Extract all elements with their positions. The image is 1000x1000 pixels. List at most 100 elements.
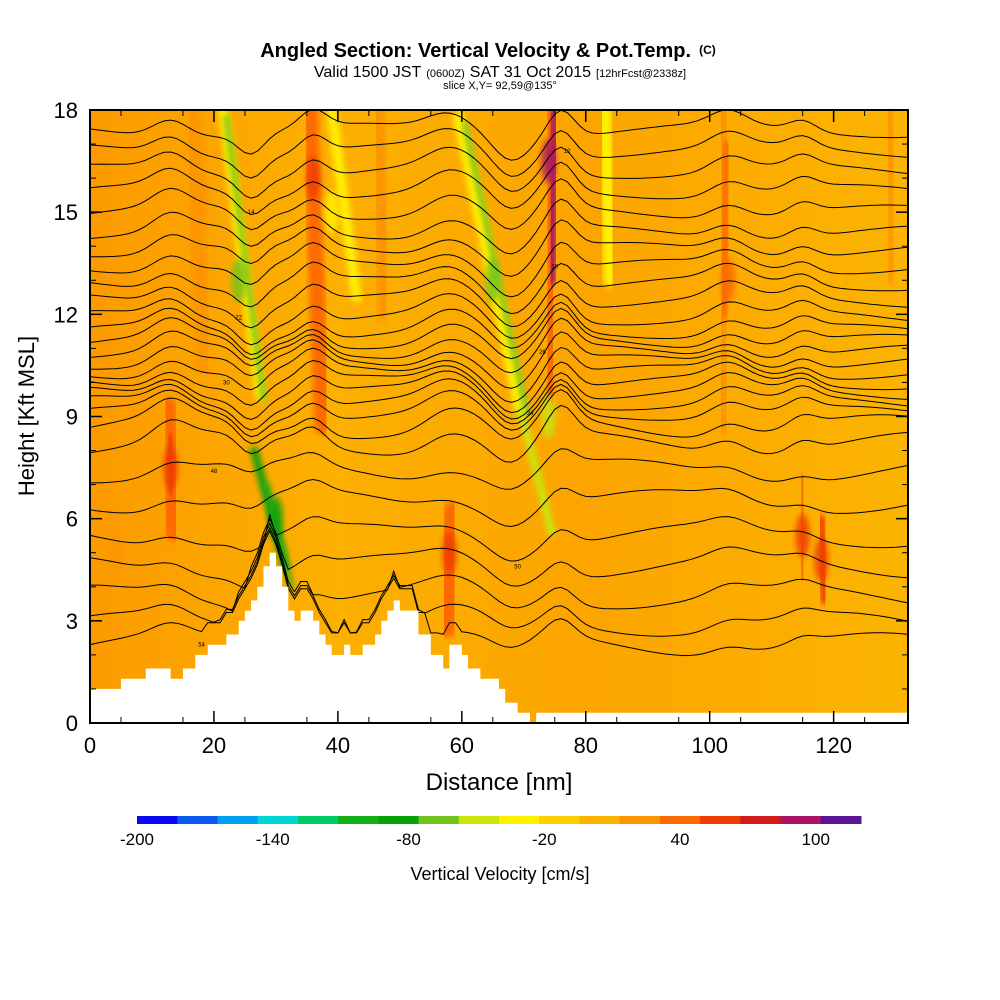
colorbar-tick-label: -20 <box>532 830 557 849</box>
theta-contour <box>90 517 908 589</box>
theta-contour <box>90 526 908 637</box>
theta-contour-label: 22 <box>235 316 242 322</box>
theta-contour <box>90 161 908 216</box>
theta-contour <box>90 378 908 431</box>
theta-contour-label: 50 <box>514 564 521 570</box>
y-tick-label: 18 <box>54 98 78 123</box>
theta-contour <box>90 241 908 298</box>
theta-contour-label: 14 <box>248 210 255 216</box>
theta-contour <box>90 359 908 414</box>
x-axis-label: Distance [nm] <box>426 769 573 796</box>
colorbar-tick-label: 100 <box>802 830 830 849</box>
terrain <box>90 552 908 723</box>
theta-contour-label: 48 <box>211 469 218 475</box>
chart-title: Angled Section: Vertical Velocity & Pot.… <box>260 40 716 62</box>
velocity-core <box>795 513 810 558</box>
y-tick-label: 0 <box>66 711 78 736</box>
velocity-streak <box>223 114 267 402</box>
theta-contour <box>90 307 908 360</box>
colorbar-tick-label: 40 <box>671 830 690 849</box>
theta-contour <box>90 219 908 277</box>
theta-contour <box>90 448 908 490</box>
theta-contour <box>90 261 908 315</box>
x-tick-label: 100 <box>691 733 728 758</box>
colorbar-swatch <box>418 816 460 824</box>
colorbar-swatch <box>740 816 782 824</box>
theta-contour-label: 54 <box>198 643 205 649</box>
y-tick-label: 3 <box>66 609 78 634</box>
axes: 0 20 40 60 80 100 120 0 3 6 9 12 15 18 <box>54 98 908 758</box>
colorbar-swatch <box>499 816 540 824</box>
colorbar-label: Vertical Velocity [cm/s] <box>410 864 589 884</box>
theta-contour <box>90 383 908 438</box>
velocity-core <box>306 156 321 201</box>
colorbar-swatch <box>700 816 741 824</box>
colorbar-swatch <box>338 816 379 824</box>
x-tick-label: 80 <box>574 733 598 758</box>
velocity-streak <box>371 110 392 322</box>
theta-contour <box>90 514 908 562</box>
y-axis-label: Height [Kft MSL] <box>14 336 39 496</box>
theta-contour-label: 12 <box>564 149 571 155</box>
theta-contour <box>90 317 908 374</box>
colorbar-swatch <box>619 816 661 824</box>
velocity-core <box>442 530 457 575</box>
velocity-core <box>194 173 209 218</box>
y-tick-label: 6 <box>66 507 78 532</box>
colorbar-swatch <box>458 816 500 824</box>
theta-contour <box>90 346 908 403</box>
velocity-streak <box>183 110 214 375</box>
slice-label: slice X,Y= 92,59@135° <box>443 80 557 92</box>
velocity-core <box>814 537 829 582</box>
velocity-streak <box>547 110 560 285</box>
theta-contour <box>90 198 908 255</box>
x-tick-label: 40 <box>326 733 350 758</box>
colorbar: -200 -140 -80 -20 40 100 <box>120 816 862 849</box>
x-tick-label: 120 <box>815 733 852 758</box>
theta-contour <box>90 529 908 657</box>
theta-contour <box>90 478 908 528</box>
velocity-core <box>163 445 178 490</box>
colorbar-swatch <box>378 816 420 824</box>
velocity-core <box>541 139 556 184</box>
chart-subtitle: Valid 1500 JST (0600Z) SAT 31 Oct 2015 [12h… <box>314 64 686 81</box>
theta-contour <box>90 301 908 356</box>
theta-contour <box>90 293 908 346</box>
colorbar-swatch <box>257 816 299 824</box>
colorbar-swatch <box>137 816 178 824</box>
theta-contour <box>90 110 908 161</box>
colorbar-swatch <box>297 816 339 824</box>
colorbar-tick-label: -200 <box>120 830 154 849</box>
y-tick-label: 15 <box>54 200 78 225</box>
y-tick-label: 12 <box>54 302 78 327</box>
theta-contour-label: 18 <box>551 265 558 271</box>
theta-contour <box>90 178 908 231</box>
theta-contour <box>90 389 908 445</box>
velocity-streak <box>326 110 362 303</box>
colorbar-tick-label: -80 <box>396 830 421 849</box>
colorbar-swatch <box>820 816 862 824</box>
theta-contour <box>90 522 908 613</box>
theta-contour-label: 30 <box>223 380 230 386</box>
theta-contour <box>90 404 908 463</box>
colorbar-tick-label: -140 <box>256 830 290 849</box>
theta-contour <box>90 370 908 421</box>
velocity-core <box>107 530 122 575</box>
theta-contour <box>90 146 908 199</box>
x-tick-label: 0 <box>84 733 96 758</box>
x-tick-label: 60 <box>450 733 474 758</box>
theta-contour <box>90 331 908 389</box>
theta-contour <box>90 128 908 179</box>
colorbar-swatch <box>177 816 218 824</box>
x-tick-label: 20 <box>202 733 226 758</box>
colorbar-swatch <box>579 816 621 824</box>
theta-contour <box>90 278 908 329</box>
colorbar-swatch <box>539 816 580 824</box>
colorbar-swatch <box>780 816 822 824</box>
theta-contour-label: 26 <box>539 350 546 356</box>
velocity-streak <box>516 405 556 537</box>
velocity-streak <box>884 110 898 285</box>
